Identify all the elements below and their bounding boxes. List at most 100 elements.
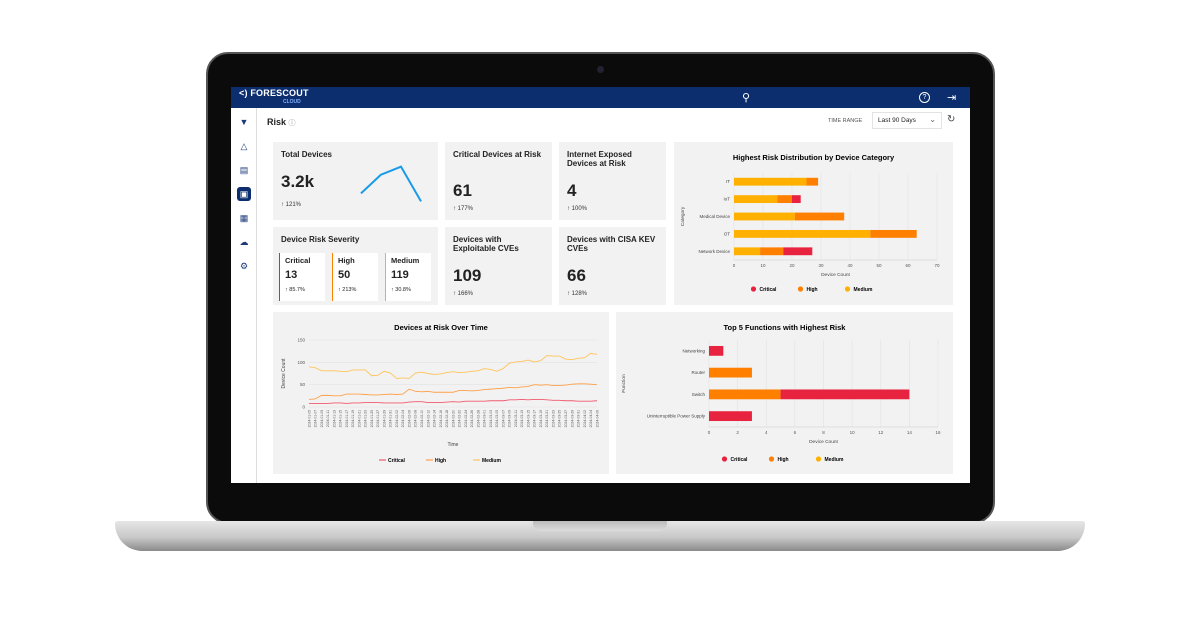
x-tick-label: 14	[907, 430, 913, 435]
legend-marker	[768, 456, 775, 462]
x-tick-label: 30	[818, 263, 824, 268]
bar-medium	[734, 177, 807, 186]
kpi-title: Critical Devices at Risk	[453, 150, 542, 159]
bar-medium	[734, 195, 778, 204]
severity-label: Medium	[391, 256, 420, 265]
top-bar: <) FORESCOUT CLOUD ⚲ ? ⇥	[231, 87, 970, 108]
x-tick-label: 2024-03-11	[514, 410, 518, 427]
bar-critical	[780, 389, 910, 400]
sidebar: ▼ △ ▤ ▣ ▦ ☁ ⚙	[231, 108, 257, 483]
x-tick-label: 2024-01-31	[389, 410, 393, 427]
category-risk-chart: Highest Risk Distribution by Device Cate…	[680, 153, 940, 293]
laptop-notch	[533, 521, 667, 531]
severity-change-text: 30.8%	[395, 287, 411, 293]
x-tick-label: 2024-01-27	[376, 410, 380, 427]
x-tick-label: 2024-03-31	[577, 410, 581, 427]
settings-icon[interactable]: ⚙	[239, 261, 249, 271]
risk-over-time-card: Devices at Risk Over Time 0 50 100 150 Device…	[273, 312, 609, 474]
x-tick-label: 2024-02-24	[464, 410, 468, 427]
x-tick-label: 2024-03-15	[526, 410, 530, 427]
x-tick-label: 2024-02-20	[451, 410, 455, 427]
x-tick-label: 2024-02-28	[476, 410, 480, 427]
x-tick-label: 6	[794, 430, 797, 435]
kpi-value: 61	[453, 181, 472, 200]
page-title-text: Risk	[267, 117, 287, 127]
legend-label: Medium	[854, 287, 873, 293]
search-icon[interactable]: ⚲	[742, 92, 751, 104]
x-tick-label: 2024-02-26	[470, 410, 474, 427]
severity-change: ↑ 213%	[338, 287, 357, 293]
y-tick-label: 100	[297, 360, 305, 365]
kpi-value: 3.2k	[281, 172, 315, 191]
kpi-change-text: 177%	[457, 206, 474, 212]
x-tick-label: 2024-01-19	[351, 410, 355, 427]
chevron-down-icon: ⌄	[929, 115, 936, 124]
x-tick-label: 2024-03-05	[495, 410, 499, 427]
sparkline-line	[360, 165, 422, 202]
y-tick-label: 0	[302, 405, 305, 410]
time-range-select[interactable]: Last 90 Days ⌄	[872, 112, 942, 129]
x-axis-label: Device Count	[809, 439, 838, 445]
kpi-value: 66	[567, 266, 586, 285]
x-tick-label: 2024-01-21	[357, 410, 361, 427]
x-tick-label: 2024-04-02	[583, 410, 587, 427]
severity-change-text: 213%	[342, 287, 357, 293]
x-tick-label: 8	[822, 430, 825, 435]
y-tick-label: Networking	[682, 348, 705, 353]
x-tick-label: 2024-02-02	[395, 410, 399, 427]
bar-high	[709, 367, 752, 378]
x-tick-label: 60	[905, 263, 911, 268]
report-icon[interactable]: ▦	[239, 213, 249, 223]
kpi-change-text: 121%	[285, 202, 302, 208]
y-tick-label: IoT	[723, 197, 730, 202]
chart-title: Devices at Risk Over Time	[394, 323, 488, 332]
severity-label: Critical	[285, 256, 311, 265]
refresh-icon[interactable]: ↻	[947, 114, 956, 125]
severity-change: ↑ 85.7%	[285, 287, 305, 293]
y-tick-label: Uninterruptible Power Supply	[647, 414, 706, 419]
top-functions-chart: Top 5 Functions with Highest Risk 0 2 4 6 8 10…	[621, 323, 941, 463]
x-tick-label: 2024-03-19	[539, 410, 543, 427]
x-axis-label: Device Count	[821, 272, 850, 278]
logout-icon[interactable]: ⇥	[947, 92, 957, 104]
x-tick-label: 16	[935, 430, 941, 435]
x-tick-label: 10	[850, 430, 856, 435]
kpi-change-text: 128%	[571, 291, 588, 297]
kpi-change-text: 166%	[457, 291, 474, 297]
bar-high	[794, 212, 845, 221]
dashboard-icon[interactable]: ▣	[237, 187, 251, 201]
bar-critical	[709, 411, 752, 422]
y-tick-label: Switch	[692, 392, 706, 397]
category-risk-chart-card: Highest Risk Distribution by Device Cate…	[674, 142, 953, 305]
help-icon[interactable]: ⓘ	[288, 120, 296, 127]
severity-value: 13	[285, 269, 298, 281]
severity-change: ↑ 30.8%	[391, 287, 411, 293]
x-tick-label: 2024-01-25	[370, 410, 374, 427]
legend-marker	[797, 286, 804, 292]
alert-triangle-icon[interactable]: △	[240, 141, 248, 151]
x-tick-label: 2024-03-25	[558, 410, 562, 427]
x-tick-label: 12	[878, 430, 884, 435]
y-tick-label: Network Device	[698, 249, 730, 254]
x-tick-label: 2024-01-09	[320, 410, 324, 427]
x-tick-label: 2024-03-29	[570, 410, 574, 427]
y-tick-label: Router	[691, 370, 705, 375]
cloud-device-icon[interactable]: ☁	[239, 237, 249, 247]
x-tick-label: 2024-03-27	[564, 410, 568, 427]
severity-medium: Medium 119 ↑ 30.8%	[385, 253, 431, 301]
x-tick-label: 2024-01-29	[382, 410, 386, 427]
legend-label: High	[807, 287, 818, 293]
shield-icon[interactable]: ▼	[239, 117, 249, 127]
kpi-change: ↑ 177%	[453, 206, 474, 212]
legend-marker	[844, 286, 851, 292]
x-tick-label: 20	[789, 263, 795, 268]
legend-label: Medium	[482, 458, 501, 464]
help-icon[interactable]: ?	[919, 92, 930, 103]
x-tick-label: 2024-03-23	[551, 410, 555, 427]
x-tick-label: 2	[736, 430, 739, 435]
bar-critical	[709, 345, 724, 356]
sparkline	[360, 165, 422, 202]
briefcase-icon[interactable]: ▤	[239, 165, 249, 175]
x-tick-label: 2024-02-12	[426, 410, 430, 427]
bar-critical	[783, 247, 813, 256]
